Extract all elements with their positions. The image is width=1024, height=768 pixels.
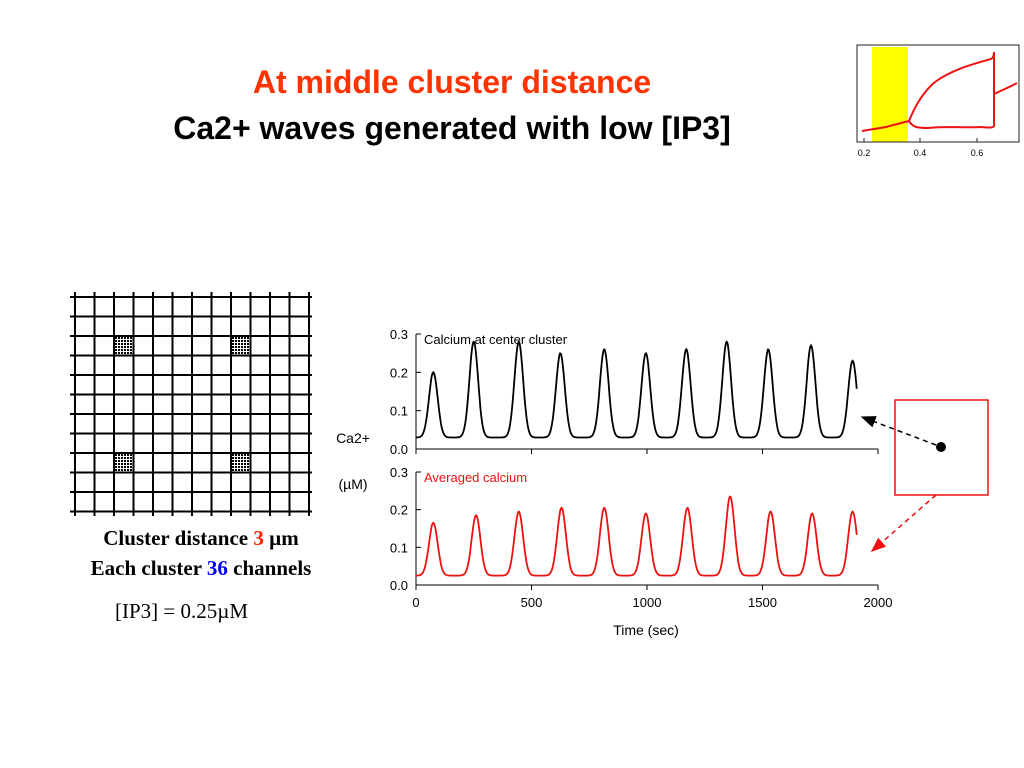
ip3-formula: [IP3] = 0.25µM xyxy=(115,599,249,623)
y-axis-label: Ca2+ xyxy=(336,430,370,446)
zoom-annotation xyxy=(860,399,989,552)
inset-frame xyxy=(856,44,1020,143)
chart-title: Calcium at center cluster xyxy=(424,332,568,347)
inset-tick-label: 0.6 xyxy=(971,148,984,158)
x-tick-label: 1000 xyxy=(633,595,662,610)
y-tick-label: 0.0 xyxy=(390,578,408,593)
x-tick-label: 0 xyxy=(412,595,419,610)
center-cluster-chart: 0.0 0.1 0.2 0.3 Calcium at center cluster xyxy=(390,327,879,457)
cluster-distance-value: 3 xyxy=(253,526,264,550)
dashed-arrow-black xyxy=(860,416,937,446)
y-tick-label: 0.2 xyxy=(390,503,408,518)
inset-tick-label: 0.4 xyxy=(914,148,927,158)
caption-unit: µm xyxy=(263,526,299,550)
caption-unit: channels xyxy=(227,556,312,580)
zoom-box xyxy=(894,399,989,496)
y-tick-label: 0.0 xyxy=(390,442,408,457)
channel-cluster xyxy=(231,453,251,473)
inset-bifurcation-plot: 0.2 0.4 0.6 xyxy=(856,44,1020,158)
y-tick-label: 0.3 xyxy=(390,327,408,342)
cluster-distance-caption: Cluster distance 3 µm xyxy=(58,526,344,551)
title-line-2: Ca2+ waves generated with low [IP3] xyxy=(173,110,731,146)
y-tick-label: 0.2 xyxy=(390,365,408,380)
channels-value: 36 xyxy=(206,556,228,580)
zoom-dot xyxy=(936,442,946,452)
x-axis-label: Time (sec) xyxy=(613,622,679,638)
calcium-trace xyxy=(416,340,858,439)
y-tick-label: 0.1 xyxy=(390,540,408,555)
x-tick-label: 2000 xyxy=(864,595,893,610)
channel-cluster xyxy=(114,336,134,356)
dashed-arrow-red xyxy=(870,494,937,552)
y-axis-unit: (µM) xyxy=(338,476,367,492)
inset-curve xyxy=(861,51,1018,132)
cluster-grid-diagram xyxy=(70,292,312,516)
y-tick-label: 0.3 xyxy=(390,465,408,480)
inset-x-ticks: 0.2 0.4 0.6 xyxy=(858,138,984,158)
calcium-trace xyxy=(415,495,858,577)
caption-text: Each cluster xyxy=(90,556,207,580)
caption-text: Cluster distance xyxy=(103,526,254,550)
x-tick-label: 1500 xyxy=(748,595,777,610)
channels-caption: Each cluster 36 channels xyxy=(58,556,344,581)
chart-title: Averaged calcium xyxy=(424,470,527,485)
calcium-charts: 0.0 0.1 0.2 0.3 Calcium at center cluster 0.… xyxy=(336,327,893,638)
inset-tick-label: 0.2 xyxy=(858,148,871,158)
averaged-calcium-chart: 0.0 0.1 0.2 0.3 0 500 1000 1500 2000 Averaged cal… xyxy=(390,465,893,610)
title-line-1: At middle cluster distance xyxy=(252,64,652,100)
channel-cluster xyxy=(114,453,134,473)
channel-cluster xyxy=(231,336,251,356)
y-tick-label: 0.1 xyxy=(390,404,408,419)
x-tick-label: 500 xyxy=(521,595,543,610)
